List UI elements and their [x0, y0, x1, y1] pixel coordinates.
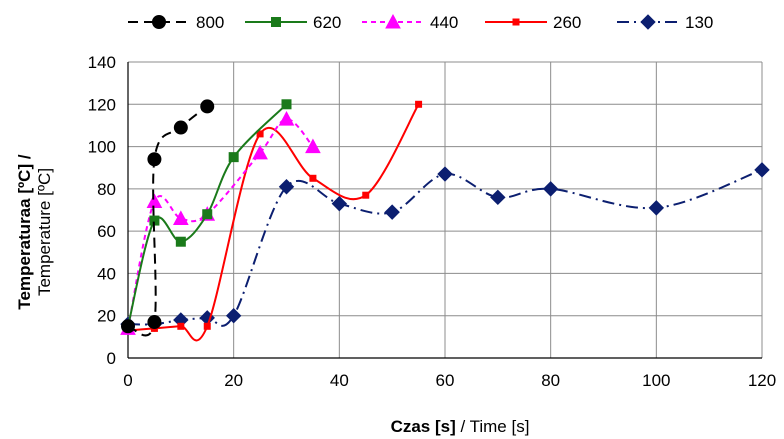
x-tick-label: 40: [330, 371, 349, 390]
legend: 800 620 440 260 130: [128, 13, 713, 32]
data-point-130: [437, 166, 453, 182]
legend-label: 130: [685, 13, 713, 32]
legend-item-620: 620: [245, 13, 341, 32]
series-620: [123, 99, 292, 332]
data-point-440: [252, 144, 268, 160]
legend-marker: [152, 15, 166, 29]
legend-marker: [385, 13, 401, 29]
y-tick-label: 60: [97, 222, 116, 241]
data-point-130: [384, 204, 400, 220]
axes: [127, 62, 762, 359]
data-point-260: [309, 174, 317, 182]
x-axis-title: Czas [s] / Time [s]: [391, 417, 530, 436]
data-point-260: [177, 322, 185, 330]
data-point-260: [203, 322, 211, 330]
x-axis-title-normal: / Time [s]: [456, 417, 530, 436]
x-tick-label: 100: [642, 371, 670, 390]
legend-item-130: 130: [617, 13, 713, 32]
y-tick-label: 100: [88, 138, 116, 157]
legend-item-440: 440: [362, 13, 458, 32]
data-point-800: [121, 319, 135, 334]
legend-item-800: 800: [128, 13, 224, 32]
y-axis-title-normal: Temperature [ºC]: [35, 168, 54, 296]
data-point-800: [173, 120, 188, 135]
data-point-130: [331, 195, 348, 212]
data-point-130: [490, 189, 506, 206]
data-point-440: [305, 138, 321, 154]
legend-marker: [640, 14, 656, 30]
data-point-800: [200, 99, 215, 114]
data-point-620: [281, 99, 292, 110]
y-axis-title-bold: Temperaturaa [ºC] /: [15, 154, 34, 309]
x-axis-title-bold: Czas [s]: [391, 417, 456, 436]
data-point-260: [256, 130, 264, 138]
data-point-130: [754, 162, 770, 178]
x-tick-label: 0: [123, 371, 132, 390]
y-tick-label: 40: [97, 264, 116, 283]
data-point-440: [278, 111, 295, 126]
y-tick-label: 140: [88, 53, 116, 72]
series-260: [124, 100, 423, 342]
legend-label: 260: [553, 13, 581, 32]
data-point-620: [175, 236, 186, 247]
x-tick-label: 80: [541, 371, 560, 390]
data-point-130: [225, 308, 242, 324]
x-tick-label: 20: [224, 371, 243, 390]
legend-item-260: 260: [485, 13, 581, 32]
data-point-800: [147, 315, 162, 330]
y-tick-label: 20: [97, 307, 116, 326]
data-point-800: [147, 152, 162, 167]
data-point-620: [228, 152, 239, 163]
data-point-130: [542, 181, 559, 197]
grid-lines: [127, 61, 763, 359]
series-line-260: [127, 103, 420, 342]
legend-label: 440: [430, 13, 458, 32]
x-tick-label: 60: [436, 371, 455, 390]
legend-marker: [512, 18, 520, 26]
tick-labels: 0 20 40 60 80 100 120 140 0 20 40 60 80 100 120: [88, 53, 777, 390]
data-point-130: [278, 179, 295, 195]
data-point-440: [146, 193, 163, 209]
legend-label: 620: [313, 13, 341, 32]
legend-marker: [271, 17, 281, 27]
y-tick-label: 120: [88, 95, 116, 114]
series-800: [121, 99, 215, 337]
series-layer: [120, 99, 770, 342]
legend-label: 800: [196, 13, 224, 32]
data-point-440: [172, 210, 189, 225]
y-tick-label: 80: [97, 180, 116, 199]
data-point-620: [202, 209, 213, 220]
data-point-260: [415, 100, 423, 108]
data-point-130: [648, 200, 665, 216]
x-tick-label: 120: [748, 371, 776, 390]
series-line-620: [127, 103, 288, 327]
y-tick-label: 0: [107, 349, 116, 368]
data-point-260: [362, 191, 370, 199]
